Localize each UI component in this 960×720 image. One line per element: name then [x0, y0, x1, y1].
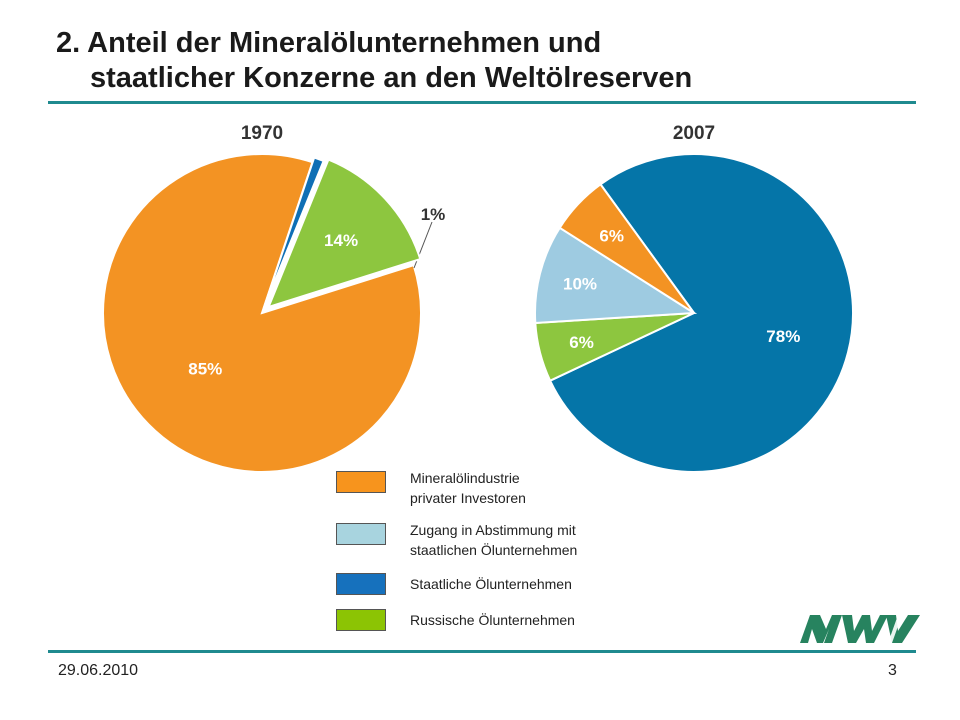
- mwv-logo-mark: [798, 611, 922, 645]
- legend-swatch-state: [336, 573, 386, 595]
- pie-label-2007-1: 6%: [569, 333, 594, 352]
- pie-label-2007-2: 10%: [563, 275, 597, 294]
- pie-title-1970: 1970: [241, 123, 283, 144]
- pie-slice-2007-3: [558, 182, 695, 314]
- legend-swatch-russian: [336, 609, 386, 631]
- title-divider: [48, 101, 916, 104]
- pie-slice-2007-0: [548, 153, 854, 473]
- pie-label-2007-3: 6%: [599, 227, 624, 246]
- legend-label-private-1: Mineralölindustrie: [410, 470, 520, 486]
- pie-2007: 2007 78% 6% 10% 6%: [534, 123, 854, 473]
- pie-label-1970-2: 14%: [324, 231, 358, 250]
- legend-label-russian: Russische Ölunternehmen: [410, 612, 575, 628]
- footer-date: 29.06.2010: [58, 662, 139, 679]
- pie-1970: 1970 85% 1% 14%: [102, 123, 446, 473]
- legend-label-access-1: Zugang in Abstimmung mit: [410, 522, 576, 538]
- mwv-logo: [798, 611, 922, 645]
- footer-divider: [48, 650, 916, 653]
- pie-slice-1970-1: [262, 156, 325, 309]
- pie-title-2007: 2007: [673, 123, 715, 144]
- legend-label-private-2: privater Investoren: [410, 490, 526, 506]
- pie-slice-1970-0: [102, 153, 422, 473]
- legend-label-state: Staatliche Ölunternehmen: [410, 576, 572, 592]
- legend-label-access-2: staatlichen Ölunternehmen: [410, 542, 578, 558]
- title-line-1: 2. Anteil der Mineralölunternehmen und: [56, 27, 602, 59]
- pie-label-1970-1: 1%: [421, 205, 446, 224]
- pie-label-2007-0: 78%: [766, 327, 800, 346]
- legend-swatch-private: [336, 471, 386, 493]
- title-line-2: staatlicher Konzerne an den Weltölreserv…: [90, 62, 693, 94]
- pie-slice-1970-2: [266, 158, 422, 309]
- page-title: 2. Anteil der Mineralölunternehmen und s…: [56, 26, 692, 96]
- legend-swatch-access: [336, 523, 386, 545]
- page-number: 3: [888, 662, 897, 679]
- pie-slice-2007-2: [534, 226, 698, 325]
- pie-label-1970-0: 85%: [188, 360, 222, 379]
